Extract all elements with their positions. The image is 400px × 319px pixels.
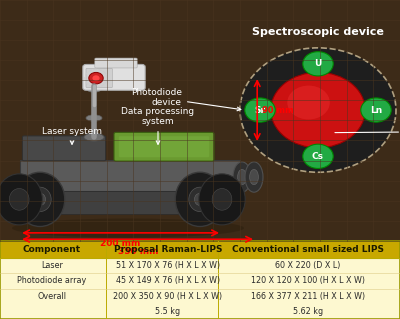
Text: Ln: Ln — [370, 106, 382, 115]
Text: U: U — [314, 59, 322, 68]
Text: 45 X 149 X 76 (H X L X W): 45 X 149 X 76 (H X L X W) — [116, 276, 220, 286]
Bar — [0, 241, 400, 319]
Ellipse shape — [12, 219, 244, 238]
Text: Photodiode
device: Photodiode device — [131, 88, 241, 111]
Text: 166 X 377 X 211 (H X L X W): 166 X 377 X 211 (H X L X W) — [251, 292, 365, 300]
Text: Component: Component — [23, 245, 81, 254]
Circle shape — [89, 72, 103, 84]
Ellipse shape — [245, 162, 263, 192]
Ellipse shape — [194, 193, 206, 205]
Ellipse shape — [250, 169, 258, 185]
Ellipse shape — [29, 187, 51, 211]
Circle shape — [240, 48, 396, 172]
Text: 60 X 220 (D X L): 60 X 220 (D X L) — [275, 261, 341, 270]
Ellipse shape — [175, 172, 225, 226]
Text: 200 mm: 200 mm — [100, 239, 140, 248]
Circle shape — [303, 52, 333, 76]
Circle shape — [245, 98, 275, 122]
Circle shape — [92, 75, 100, 81]
Text: Laser: Laser — [41, 261, 63, 270]
Ellipse shape — [189, 187, 211, 211]
Text: 120 X 120 X 100 (H X L X W): 120 X 120 X 100 (H X L X W) — [251, 276, 365, 286]
FancyBboxPatch shape — [95, 58, 137, 68]
Text: Conventional small sized LIPS: Conventional small sized LIPS — [232, 245, 384, 254]
Text: Proposal Raman-LIPS: Proposal Raman-LIPS — [114, 245, 222, 254]
Text: 200 X 350 X 90 (H X L X W): 200 X 350 X 90 (H X L X W) — [114, 292, 222, 300]
Ellipse shape — [9, 189, 29, 210]
Text: 5.5 kg: 5.5 kg — [156, 307, 180, 316]
FancyBboxPatch shape — [114, 132, 214, 161]
FancyBboxPatch shape — [83, 64, 145, 90]
Circle shape — [303, 144, 333, 168]
Ellipse shape — [238, 169, 246, 185]
Text: Cs: Cs — [312, 152, 324, 161]
Text: Sr: Sr — [254, 106, 266, 115]
Text: 350 mm: 350 mm — [118, 247, 158, 256]
Ellipse shape — [87, 86, 101, 92]
Text: 51 X 170 X 76 (H X L X W): 51 X 170 X 76 (H X L X W) — [116, 261, 220, 270]
Circle shape — [361, 98, 391, 122]
Text: Spectroscopic device: Spectroscopic device — [252, 27, 384, 37]
Ellipse shape — [84, 133, 104, 141]
Polygon shape — [20, 160, 240, 191]
Ellipse shape — [233, 162, 251, 192]
Circle shape — [271, 72, 365, 148]
Polygon shape — [20, 191, 240, 214]
Bar — [0, 241, 400, 258]
Ellipse shape — [34, 193, 46, 205]
Ellipse shape — [15, 172, 65, 226]
FancyBboxPatch shape — [119, 136, 209, 157]
Ellipse shape — [199, 174, 245, 225]
FancyBboxPatch shape — [22, 136, 106, 161]
Ellipse shape — [212, 189, 232, 210]
Ellipse shape — [0, 174, 42, 225]
Text: 90 mm: 90 mm — [262, 106, 294, 115]
Bar — [0, 241, 400, 319]
Ellipse shape — [86, 115, 102, 121]
Text: Data processing
system: Data processing system — [122, 107, 194, 144]
Text: Laser beam
source: Laser beam source — [335, 122, 400, 142]
Text: Laser system: Laser system — [42, 127, 102, 144]
Text: 5.62 kg: 5.62 kg — [293, 307, 323, 316]
Text: Photodiode array: Photodiode array — [17, 276, 87, 286]
FancyBboxPatch shape — [86, 68, 112, 88]
Circle shape — [287, 85, 330, 119]
Text: Overall: Overall — [38, 292, 66, 300]
